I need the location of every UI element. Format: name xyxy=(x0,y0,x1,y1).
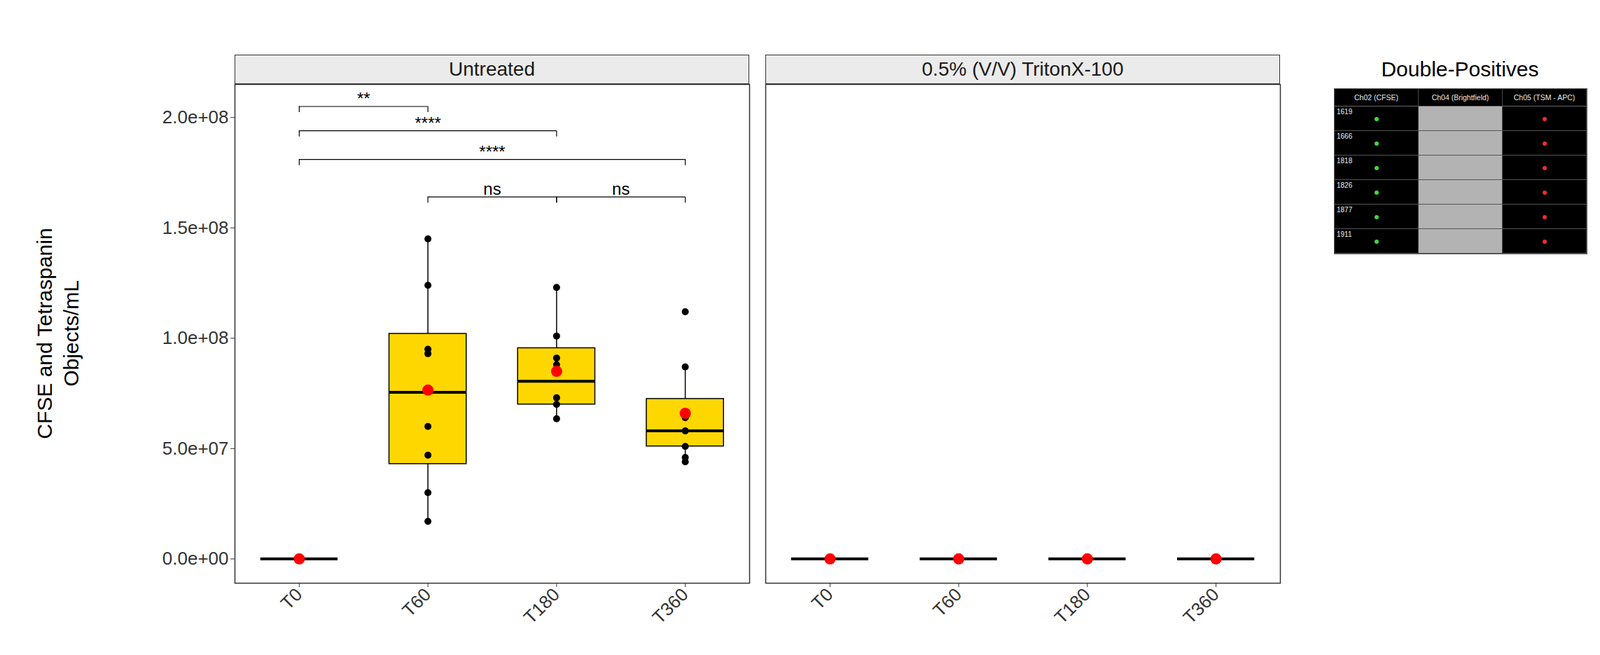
html-text:Ch05 (TSM - APC): Ch05 (TSM - APC) xyxy=(1513,93,1576,102)
html-text:1826: 1826 xyxy=(1336,181,1353,190)
svg-text:T60: T60 xyxy=(928,583,966,621)
svg-text:T180: T180 xyxy=(519,583,564,628)
svg-text:ns: ns xyxy=(611,179,630,199)
html-text:1911: 1911 xyxy=(1336,230,1352,239)
svg-text:1.5e+08: 1.5e+08 xyxy=(162,217,229,239)
html-text:Untreated: Untreated xyxy=(448,58,535,80)
html-text:1818: 1818 xyxy=(1336,156,1353,165)
html-text:1666: 1666 xyxy=(1336,132,1353,141)
svg-text:T360: T360 xyxy=(1179,583,1224,628)
html-text:1877: 1877 xyxy=(1336,205,1353,214)
svg-text:T180: T180 xyxy=(1050,583,1095,628)
html-text:Double-Positives: Double-Positives xyxy=(1381,57,1539,81)
html-text:1619: 1619 xyxy=(1336,107,1353,116)
svg-text:T0: T0 xyxy=(276,583,307,614)
svg-text:****: **** xyxy=(478,142,505,162)
html-text:Ch04 (Brightfield): Ch04 (Brightfield) xyxy=(1431,93,1489,102)
html-text:CFSE and Tetraspanin: CFSE and Tetraspanin xyxy=(32,227,57,439)
svg-text:****: **** xyxy=(414,113,441,133)
svg-text:2.0e+08: 2.0e+08 xyxy=(162,106,229,128)
svg-text:5.0e+07: 5.0e+07 xyxy=(162,437,229,459)
html-text:Objects/mL: Objects/mL xyxy=(59,280,83,387)
svg-text:T60: T60 xyxy=(397,583,435,621)
svg-text:1.0e+08: 1.0e+08 xyxy=(162,327,229,349)
svg-text:ns: ns xyxy=(483,179,501,199)
html-text:Ch02 (CFSE): Ch02 (CFSE) xyxy=(1354,93,1399,102)
svg-text:**: ** xyxy=(357,88,371,108)
svg-text:T360: T360 xyxy=(648,583,693,628)
svg-text:T0: T0 xyxy=(807,583,838,614)
svg-text:0.0e+00: 0.0e+00 xyxy=(162,547,229,569)
html-text:0.5% (V/V) TritonX-100: 0.5% (V/V) TritonX-100 xyxy=(921,58,1124,80)
